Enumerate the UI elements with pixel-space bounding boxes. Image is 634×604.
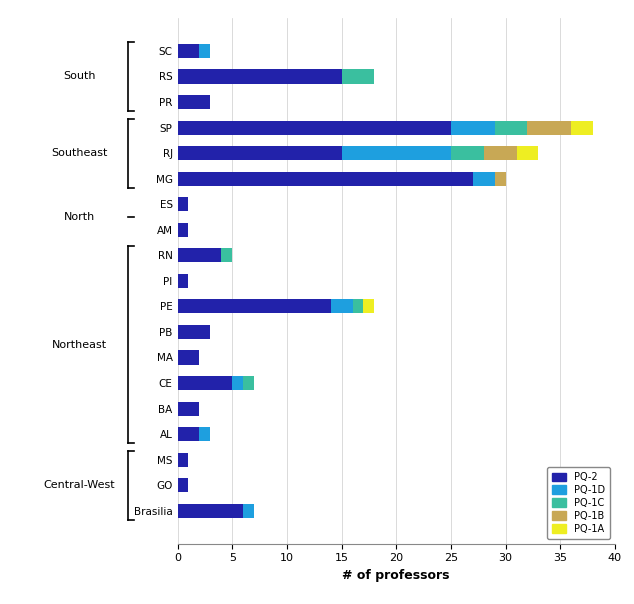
Bar xyxy=(243,376,254,390)
Text: Central-West: Central-West xyxy=(43,480,115,490)
Bar xyxy=(178,427,200,441)
Bar xyxy=(473,172,495,185)
Bar xyxy=(178,44,200,58)
Bar xyxy=(243,504,254,518)
Bar xyxy=(178,300,331,313)
Bar xyxy=(178,274,188,288)
Bar xyxy=(221,248,232,262)
Bar xyxy=(178,478,188,492)
Text: Southeast: Southeast xyxy=(51,148,107,158)
Bar xyxy=(178,172,473,185)
Bar xyxy=(178,146,342,160)
Bar xyxy=(200,44,210,58)
Bar xyxy=(178,504,243,518)
Bar xyxy=(178,376,232,390)
Bar xyxy=(178,452,188,467)
Bar xyxy=(178,248,221,262)
Bar xyxy=(178,95,210,109)
Bar xyxy=(484,146,517,160)
Legend: PQ-2, PQ-1D, PQ-1C, PQ-1B, PQ-1A: PQ-2, PQ-1D, PQ-1C, PQ-1B, PQ-1A xyxy=(547,467,610,539)
Text: Northeast: Northeast xyxy=(51,339,107,350)
X-axis label: # of professors: # of professors xyxy=(342,569,450,582)
Bar xyxy=(178,69,342,83)
Bar xyxy=(342,69,375,83)
Bar xyxy=(363,300,375,313)
Bar xyxy=(353,300,363,313)
Bar xyxy=(178,350,200,365)
Bar xyxy=(527,121,571,135)
Bar xyxy=(200,427,210,441)
Text: South: South xyxy=(63,71,95,82)
Bar xyxy=(451,121,495,135)
Bar xyxy=(517,146,538,160)
Bar xyxy=(495,121,527,135)
Bar xyxy=(178,325,210,339)
Bar xyxy=(232,376,243,390)
Bar xyxy=(331,300,353,313)
Text: North: North xyxy=(63,212,94,222)
Bar xyxy=(178,197,188,211)
Bar xyxy=(495,172,506,185)
Bar xyxy=(178,121,451,135)
Bar xyxy=(178,402,200,416)
Bar xyxy=(571,121,593,135)
Bar xyxy=(342,146,451,160)
Bar xyxy=(451,146,484,160)
Bar xyxy=(178,223,188,237)
